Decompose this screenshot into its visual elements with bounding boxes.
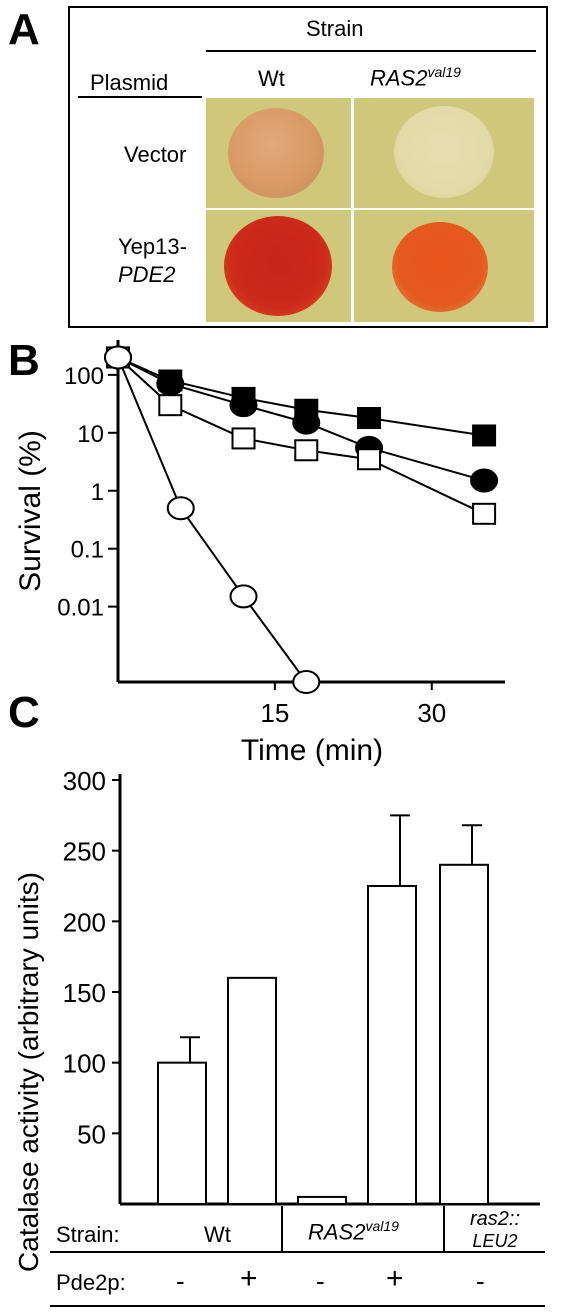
y-tick-label: 10: [77, 421, 104, 448]
data-point: [156, 371, 185, 396]
row-label-pde2: PDE2: [118, 262, 176, 287]
pde2p-value-2: +: [240, 1262, 258, 1295]
data-point: [292, 410, 321, 435]
data-point: [231, 427, 256, 450]
pde2p-value-5: -: [476, 1266, 485, 1296]
data-point: [357, 407, 382, 430]
data-point: [357, 448, 382, 471]
y-tick-label: 300: [63, 766, 106, 796]
group-label-ras2leu2-line1: ras2::: [470, 1208, 521, 1230]
data-point: [229, 393, 258, 418]
data-point: [166, 496, 195, 521]
row-label-yep13: Yep13-: [118, 234, 187, 259]
column-label-wt: Wt: [258, 66, 285, 91]
catalase-chart: 50 100 150 200 250 300 Catalase activity (arbi…: [13, 766, 545, 1307]
pde2p-row-label: Pde2p:: [56, 1270, 126, 1295]
group-label-wt: Wt: [204, 1222, 231, 1247]
colony-spot: [394, 106, 494, 198]
data-point: [470, 468, 499, 493]
plate-ras2-vector: [354, 98, 534, 208]
y-tick-label: 200: [63, 907, 106, 937]
y-axis-label: Survival (%): [14, 430, 47, 592]
strain-header-rule: [206, 50, 536, 52]
x-tick-label: 15: [260, 698, 289, 728]
row-label-vector: Vector: [124, 142, 187, 167]
y-tick-label: 0.01: [57, 595, 104, 622]
bar: [297, 1195, 347, 1205]
y-tick-label: 50: [77, 1119, 106, 1149]
bar: [157, 1061, 207, 1205]
group-label-ras2leu2: ras2:: LEU2: [470, 1208, 520, 1252]
data-point: [104, 345, 132, 370]
data-point: [158, 394, 183, 417]
y-tick-label: 0.1: [71, 537, 104, 564]
plasmid-header: Plasmid: [90, 70, 169, 95]
strain-row-label: Strain:: [56, 1222, 120, 1247]
y-tick-label: 150: [63, 978, 106, 1008]
pde2p-value-4: +: [386, 1262, 404, 1295]
panel-c-letter: C: [8, 688, 40, 737]
group-label-ras2val19: RAS2val19: [308, 1218, 399, 1245]
pde2p-value-1: -: [176, 1266, 185, 1296]
y-axis-label: Catalase activity (arbitrary units): [13, 872, 44, 1272]
y-tick-label: 100: [64, 363, 104, 390]
data-point: [294, 439, 319, 462]
plate-wt-vector: [206, 98, 351, 208]
panel-a-frame: [68, 6, 548, 328]
y-tick-label: 100: [63, 1049, 106, 1079]
survival-chart: 100 10 1 0.1 0.01 15 30 Time (min) Survival (%): [14, 340, 505, 767]
strain-header: Strain: [306, 16, 364, 41]
series-line: [117, 357, 308, 683]
y-tick-label: 250: [63, 837, 106, 867]
x-axis-label: Time (min): [241, 734, 383, 767]
x-tick-label: 30: [417, 698, 446, 728]
plate-wt-pde2: [206, 210, 351, 322]
data-point: [472, 502, 497, 525]
plasmid-header-rule: [78, 96, 202, 98]
colony-spot: [224, 216, 332, 316]
plate-ras2-pde2: [354, 210, 534, 322]
data-point: [472, 424, 497, 447]
panel-a-letter: A: [8, 5, 40, 54]
bar: [439, 863, 489, 1206]
bar: [227, 976, 277, 1205]
colony-spot: [228, 108, 324, 198]
data-point: [229, 584, 258, 609]
column-label-ras2val19: RAS2val19: [370, 64, 461, 91]
data-point: [292, 670, 321, 694]
group-label-ras2leu2-line2: LEU2: [472, 1231, 518, 1251]
pde2p-value-3: -: [316, 1266, 325, 1296]
bar: [367, 885, 417, 1205]
y-tick-label: 1: [91, 479, 104, 506]
panel-b-letter: B: [8, 336, 40, 385]
colony-spot: [392, 222, 488, 312]
